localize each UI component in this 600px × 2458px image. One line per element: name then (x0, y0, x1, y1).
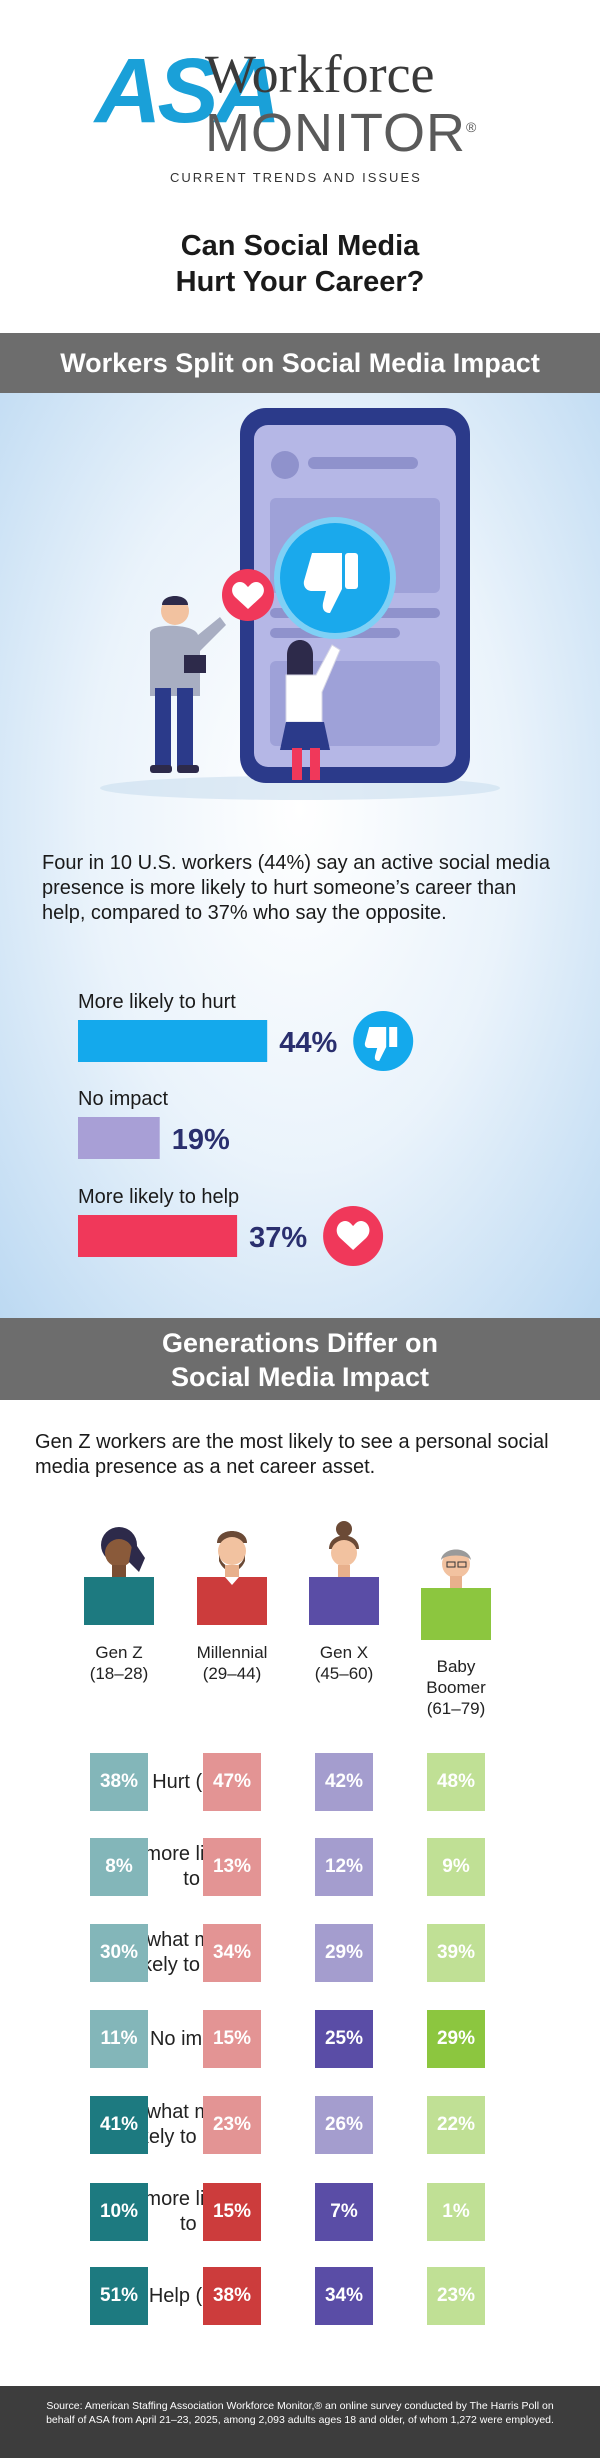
heatmap-cell-6-1: 38% (203, 2267, 261, 2325)
section-heading-generations: Generations Differ on Social Media Impac… (0, 1318, 600, 1400)
man-figure (150, 596, 226, 773)
bar-value-0: 44% (279, 1027, 337, 1059)
heatmap-cell-5-1: 15% (203, 2183, 261, 2241)
footer-source: Source: American Staffing Association Wo… (0, 2386, 600, 2458)
heatmap-cell-6-0: 51% (90, 2267, 148, 2325)
heatmap-cell-1-3: 9% (427, 1838, 485, 1896)
workers-split-panel: Four in 10 U.S. workers (44%) say an act… (0, 393, 600, 1318)
bar-2 (78, 1215, 238, 1257)
heatmap-cell-0-3: 48% (427, 1753, 485, 1811)
woman-figure (280, 640, 341, 780)
heatmap-cell-0-1: 47% (203, 1753, 261, 1811)
header: ASA Workforce MONITOR® CURRENT TRENDS AN… (0, 0, 600, 330)
heatmap-cell-4-3: 22% (427, 2096, 485, 2154)
bar-label-0: More likely to hurt (78, 991, 236, 1013)
heatmap-cell-5-2: 7% (315, 2183, 373, 2241)
logo-asa-text: ASA (95, 40, 281, 142)
logo-tagline: CURRENT TRENDS AND ISSUES (170, 170, 422, 185)
heatmap-cell-4-1: 23% (203, 2096, 261, 2154)
generation-label-2: Gen X (45–60) (314, 1643, 374, 1683)
heatmap-cell-4-2: 26% (315, 2096, 373, 2154)
heart-icon (323, 1206, 384, 1266)
bar-label-2: More likely to help (78, 1186, 239, 1208)
heatmap-cell-1-2: 12% (315, 1838, 373, 1896)
heatmap-cell-6-2: 34% (315, 2267, 373, 2325)
generations-intro: Gen Z workers are the most likely to see… (35, 1431, 549, 1478)
heatmap-cell-6-3: 23% (427, 2267, 485, 2325)
heatmap-cell-5-3: 1% (427, 2183, 485, 2241)
heatmap-cell-0-2: 42% (315, 1753, 373, 1811)
heatmap-cell-2-0: 30% (90, 1924, 148, 1982)
bar-value-2: 37% (249, 1222, 307, 1254)
thumbs-down-bubble-icon (274, 517, 396, 639)
heatmap-cell-3-3: 29% (427, 2010, 485, 2068)
generation-label-1: Millennial (29–44) (196, 1643, 268, 1683)
heart-bubble-icon (222, 569, 274, 621)
gen-x-avatar (309, 1521, 379, 1625)
section-heading-workers-split: Workers Split on Social Media Impact (0, 333, 600, 393)
logo-workforce-text: Workforce (205, 44, 435, 104)
heatmap-cell-5-0: 10% (90, 2183, 148, 2241)
asa-workforce-monitor-logo: ASA Workforce MONITOR® CURRENT TRENDS AN… (95, 45, 515, 195)
heatmap-cell-1-1: 13% (203, 1838, 261, 1896)
heatmap-cell-1-0: 8% (90, 1838, 148, 1896)
heatmap-cell-2-1: 34% (203, 1924, 261, 1982)
heatmap-cell-3-2: 25% (315, 2010, 373, 2068)
logo-monitor-text: MONITOR® (205, 103, 478, 163)
bar-1 (78, 1117, 160, 1159)
heatmap-cell-2-3: 39% (427, 1924, 485, 1982)
bar-label-1: No impact (78, 1088, 168, 1110)
heatmap-cell-2-2: 29% (315, 1924, 373, 1982)
bar-value-1: 19% (172, 1124, 230, 1156)
generation-label-3: Baby Boomer (61–79) (426, 1657, 486, 1718)
millennial-avatar (197, 1531, 267, 1625)
heatmap-cell-4-0: 41% (90, 2096, 148, 2154)
gen-z-avatar (84, 1527, 154, 1625)
heatmap-cell-3-1: 15% (203, 2010, 261, 2068)
heatmap-cell-3-0: 11% (90, 2010, 148, 2068)
bar-0 (78, 1020, 268, 1062)
baby-boomer-avatar (421, 1549, 491, 1640)
generation-label-0: Gen Z (18–28) (89, 1643, 149, 1683)
workers-split-intro: Four in 10 U.S. workers (44%) say an act… (42, 852, 550, 924)
page-title: Can Social Media Hurt Your Career? (175, 230, 425, 298)
heatmap-cell-0-0: 38% (90, 1753, 148, 1811)
thumbs-down-icon (353, 1011, 414, 1071)
social-media-illustration (100, 408, 500, 800)
